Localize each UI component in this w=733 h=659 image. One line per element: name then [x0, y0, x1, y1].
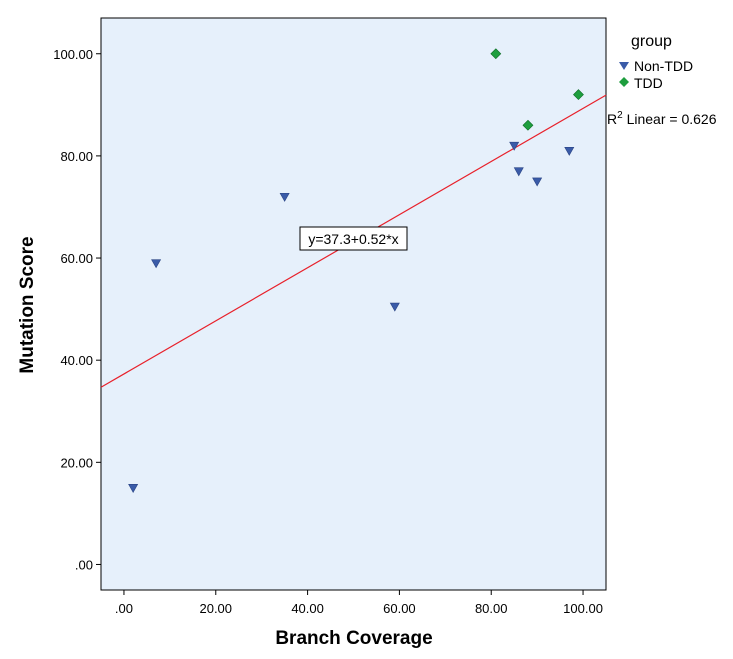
legend-marker-non-tdd	[619, 62, 629, 70]
y-axis: .00 20.00 40.00 60.00 80.00 100.00	[53, 47, 101, 572]
equation-box	[299, 226, 408, 251]
x-tick-label: 40.00	[291, 601, 324, 616]
x-axis-title: Branch Coverage	[275, 628, 432, 649]
y-tick-label: 20.00	[60, 455, 93, 470]
non-tdd-data-point	[564, 146, 575, 156]
data-points	[128, 48, 584, 493]
legend: group Non-TDD TDD R2 Linear = 0.626	[607, 33, 717, 127]
tdd-data-point	[522, 119, 534, 131]
y-tick-label: .00	[75, 557, 93, 572]
x-tick-label: 60.00	[383, 601, 416, 616]
y-tick-label: 60.00	[60, 251, 93, 266]
equation-label: y=37.3+0.52*x	[308, 231, 398, 247]
legend-label-tdd: TDD	[634, 75, 663, 91]
non-tdd-data-point	[151, 259, 162, 269]
y-tick-label: 40.00	[60, 353, 93, 368]
y-axis-title: Mutation Score	[17, 236, 38, 373]
y-tick-label: 100.00	[53, 47, 93, 62]
x-axis: .00 20.00 40.00 60.00 80.00 100.00	[115, 590, 603, 616]
non-tdd-data-point	[128, 484, 139, 493]
x-tick-label: 80.00	[475, 601, 508, 616]
x-tick-label: .00	[115, 601, 133, 616]
tdd-data-point	[490, 48, 502, 60]
equation-annotation: y=37.3+0.52*x	[299, 226, 408, 251]
legend-marker-tdd	[619, 77, 629, 87]
non-tdd-data-point	[389, 302, 400, 312]
legend-title: group	[631, 33, 672, 50]
tdd-data-point	[573, 89, 584, 101]
non-tdd-data-point	[513, 167, 524, 177]
legend-label-non-tdd: Non-TDD	[634, 58, 693, 74]
non-tdd-data-point	[509, 141, 520, 151]
plot-area	[100, 17, 607, 591]
non-tdd-data-point	[532, 177, 543, 187]
r2-label: R2 Linear = 0.626	[607, 110, 717, 127]
y-tick-label: 80.00	[60, 149, 93, 164]
x-tick-label: 100.00	[563, 601, 603, 616]
x-tick-label: 20.00	[199, 601, 232, 616]
non-tdd-data-point	[279, 192, 290, 202]
